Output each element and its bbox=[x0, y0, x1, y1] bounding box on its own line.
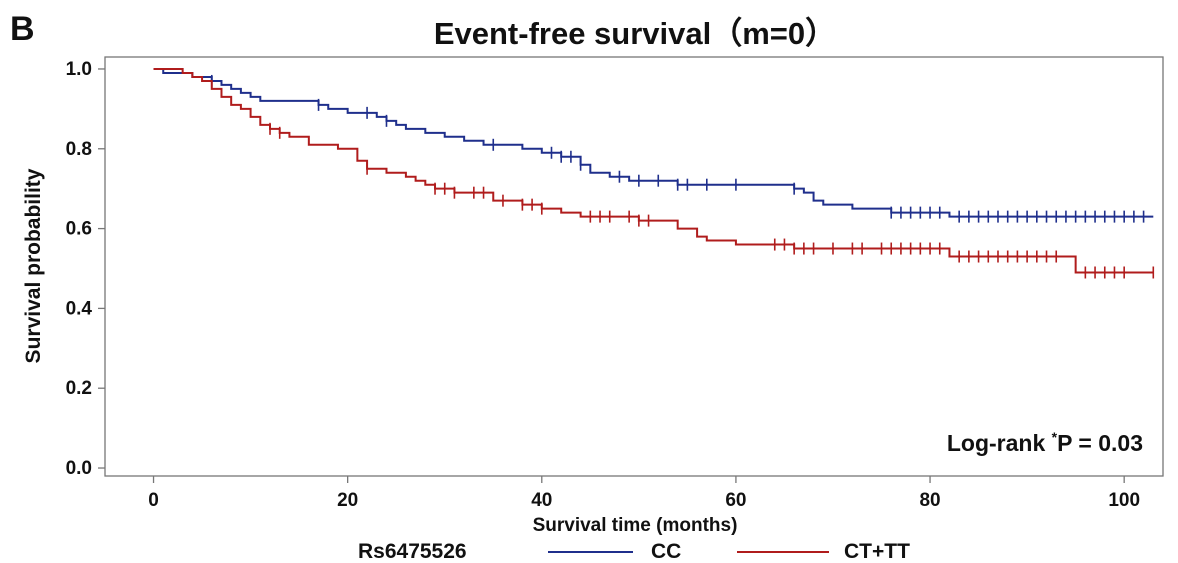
x-tick-label: 40 bbox=[531, 490, 552, 511]
x-axis-label: Survival time (months) bbox=[533, 515, 738, 536]
legend-label-cc: CC bbox=[651, 540, 681, 563]
series-line-ct-tt bbox=[153, 67, 1154, 274]
x-tick-label: 60 bbox=[725, 490, 746, 511]
y-tick-label: 0.4 bbox=[66, 298, 93, 319]
plot-frame bbox=[104, 56, 1164, 477]
x-tick-label: 100 bbox=[1108, 490, 1140, 511]
y-tick-label: 0.8 bbox=[66, 139, 92, 160]
x-axis: 0 20 40 60 80 100 bbox=[148, 476, 1140, 511]
legend-title: Rs6475526 bbox=[358, 540, 467, 563]
chart-title: Event-free survival（m=0） bbox=[434, 16, 836, 51]
plot-area bbox=[153, 67, 1155, 279]
logrank-sup: * bbox=[1052, 429, 1058, 445]
y-tick-label: 0.2 bbox=[66, 378, 92, 399]
y-tick-label: 0.0 bbox=[66, 458, 92, 479]
y-axis: 0.0 0.2 0.4 0.6 0.8 1.0 bbox=[66, 59, 105, 479]
logrank-suffix: P = 0.03 bbox=[1057, 430, 1143, 456]
y-tick-label: 1.0 bbox=[66, 59, 92, 80]
y-axis-label: Survival probability bbox=[22, 168, 45, 363]
logrank-prefix: Log-rank bbox=[947, 430, 1046, 456]
series-line-cc bbox=[153, 67, 1154, 218]
x-tick-label: 0 bbox=[148, 490, 159, 511]
legend: Rs6475526 CC CT+TT bbox=[358, 540, 910, 563]
x-tick-label: 20 bbox=[337, 490, 358, 511]
y-tick-label: 0.6 bbox=[66, 219, 92, 240]
panel-label: B bbox=[10, 10, 35, 48]
logrank-annotation: Log-rank *P = 0.03 bbox=[947, 429, 1143, 456]
x-tick-label: 80 bbox=[919, 490, 940, 511]
legend-label-ct-tt: CT+TT bbox=[844, 540, 910, 563]
